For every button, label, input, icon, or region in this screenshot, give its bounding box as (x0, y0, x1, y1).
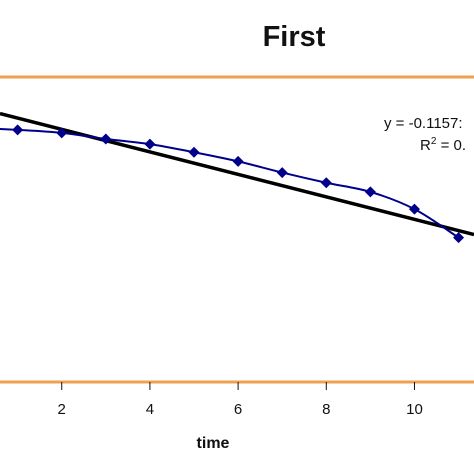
series-markers (12, 124, 465, 244)
x-axis-ticks (61, 382, 415, 390)
data-point-6 (232, 155, 244, 167)
r-squared-prefix: R (420, 137, 431, 154)
data-point-4 (144, 138, 156, 150)
x-tick-label-4: 4 (146, 401, 154, 418)
data-point-8 (320, 177, 332, 189)
x-axis-label: time (197, 435, 230, 452)
x-tick-label-6: 6 (234, 401, 242, 418)
x-tick-label-10: 10 (406, 401, 423, 418)
chart-title: First (263, 21, 326, 53)
data-point-3 (100, 133, 112, 145)
data-point-9 (364, 186, 376, 198)
data-point-10 (408, 203, 420, 215)
r-squared-value: = 0. (436, 137, 466, 154)
data-point-7 (276, 167, 288, 179)
trendline-equation: y = -0.1157: (384, 115, 463, 132)
data-point-2 (56, 127, 68, 139)
trendline (0, 111, 474, 237)
data-point-1 (12, 124, 24, 136)
x-tick-label-2: 2 (58, 401, 66, 418)
r-squared-exponent: 2 (431, 136, 437, 147)
data-point-11 (453, 232, 465, 244)
x-tick-label-8: 8 (322, 401, 330, 418)
r-squared-label: R2 = 0. (420, 136, 466, 154)
data-point-5 (188, 146, 200, 158)
x-axis-tick-labels: 2 4 6 8 10 (58, 401, 423, 418)
